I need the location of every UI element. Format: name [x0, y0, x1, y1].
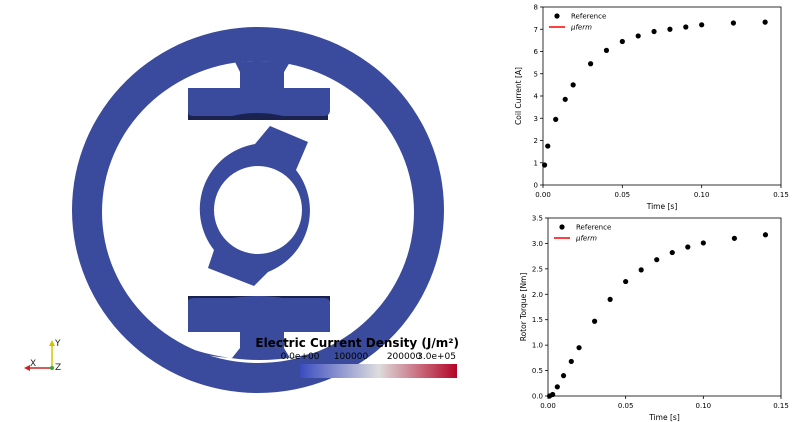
colorbar-tick-200000: 200000 [387, 352, 422, 362]
triad-z-label: Z [55, 363, 61, 373]
data-point [541, 162, 548, 168]
data-point [685, 244, 691, 250]
motor-model [72, 27, 444, 393]
data-point [638, 267, 644, 273]
y-tick-label: 3.0 [532, 240, 543, 248]
viewport-canvas[interactable]: Y X Z Electric Current Density (J/m²) 0.… [0, 0, 500, 422]
coil-current-chart-svg: 0.00 0.05 0.10 0.15 0 1 2 3 4 5 6 7 8 Time [s] Coil Cu… [514, 4, 789, 212]
legend-label-1: μferm [570, 24, 592, 32]
data-point [669, 249, 675, 256]
legend-label-0: Reference [571, 13, 606, 21]
data-point [560, 373, 567, 379]
triad-z-axis [50, 366, 54, 370]
data-point [570, 82, 576, 88]
bottom-pole [188, 296, 330, 360]
y-tick-label: 1 [534, 159, 538, 167]
data-point [635, 33, 641, 39]
rotor-torque-chart-svg: 0.00 0.05 0.10 0.15 0.0 0.5 1.0 1.5 2.0 2.5 3.0 3.5… [519, 215, 789, 422]
rotor-torque-chart: 0.00 0.05 0.10 0.15 0.0 0.5 1.0 1.5 2.0 2.5 3.0 3.5… [500, 212, 800, 422]
x-axis-label: Time [s] [648, 413, 680, 422]
data-point [699, 22, 705, 28]
y-tick-label: 4 [534, 93, 539, 101]
colorbar-title: Electric Current Density (J/m²) [255, 336, 459, 350]
x-tick-label: 0.15 [773, 402, 789, 410]
y-tick-label: 6 [534, 48, 539, 56]
rotor [199, 126, 310, 286]
y-tick-label: 1.0 [532, 342, 543, 350]
colorbar-tick-max: 3.0e+05 [417, 352, 456, 362]
x-tick-label: 0.00 [535, 191, 551, 199]
data-point [553, 116, 559, 122]
x-axis-label: Time [s] [646, 202, 678, 211]
y-tick-label: 3.5 [532, 215, 543, 223]
data-point [667, 26, 673, 32]
legend-label-1: μferm [575, 235, 597, 243]
data-point [762, 19, 768, 25]
y-tick-label: 0.0 [532, 393, 543, 401]
top-pole [188, 61, 330, 116]
y-tick-label: 3 [534, 115, 538, 123]
data-point [568, 358, 574, 365]
triad-x-arrow [24, 365, 30, 371]
axes-triad: Y X Z [24, 339, 61, 373]
y-tick-label: 2.0 [532, 291, 543, 299]
plot-frame [547, 217, 782, 397]
y-axis-label: Coil Current [A] [514, 67, 523, 125]
x-tick-label: 0.10 [694, 191, 710, 199]
y-tick-label: 2.5 [532, 265, 543, 273]
y-axis-label: Rotor Torque [Nm] [519, 273, 528, 342]
data-point [554, 384, 560, 390]
y-tick-label: 5 [534, 70, 538, 78]
data-point [730, 20, 736, 26]
data-point [654, 257, 660, 263]
legend-label-0: Reference [576, 224, 611, 232]
data-point [619, 38, 625, 45]
data-point [731, 235, 737, 241]
data-point [651, 28, 657, 35]
legend-marker-0 [559, 224, 565, 230]
data-point [700, 240, 706, 246]
coil-current-chart: 0.00 0.05 0.10 0.15 0 1 2 3 4 5 6 7 8 Time [s] Coil Cu… [500, 0, 800, 212]
legend-marker-0 [554, 13, 560, 19]
data-point [683, 24, 689, 30]
x-tick-label: 0.05 [618, 402, 634, 410]
data-point [623, 278, 629, 285]
data-point [762, 232, 769, 238]
colorbar-legend: Electric Current Density (J/m²) 0.0e+00 … [255, 336, 459, 378]
triad-y-arrow [49, 340, 55, 346]
x-tick-label: 0.15 [773, 191, 789, 199]
y-tick-label: 0.5 [532, 367, 543, 375]
colorbar-tick-100000: 100000 [334, 352, 369, 362]
data-point [562, 96, 568, 102]
colorbar-gradient [300, 364, 457, 378]
x-tick-label: 0.00 [540, 402, 556, 410]
data-point [603, 47, 610, 53]
y-tick-label: 0 [534, 182, 538, 190]
plot-frame [542, 6, 782, 186]
y-tick-label: 8 [534, 4, 538, 12]
x-tick-label: 0.05 [615, 191, 631, 199]
data-point [588, 61, 594, 67]
y-tick-label: 1.5 [532, 316, 543, 324]
3d-viewport[interactable]: Y X Z Electric Current Density (J/m²) 0.… [0, 0, 500, 422]
data-point [576, 345, 582, 351]
data-point [592, 318, 598, 324]
data-point [607, 296, 613, 302]
data-point [545, 143, 551, 149]
y-tick-label: 2 [534, 137, 538, 145]
data-point [550, 391, 556, 398]
y-tick-label: 7 [534, 26, 538, 34]
colorbar-tick-min: 0.0e+00 [281, 352, 320, 362]
triad-y-label: Y [54, 339, 61, 349]
triad-x-label: X [30, 359, 36, 369]
x-tick-label: 0.10 [696, 402, 712, 410]
